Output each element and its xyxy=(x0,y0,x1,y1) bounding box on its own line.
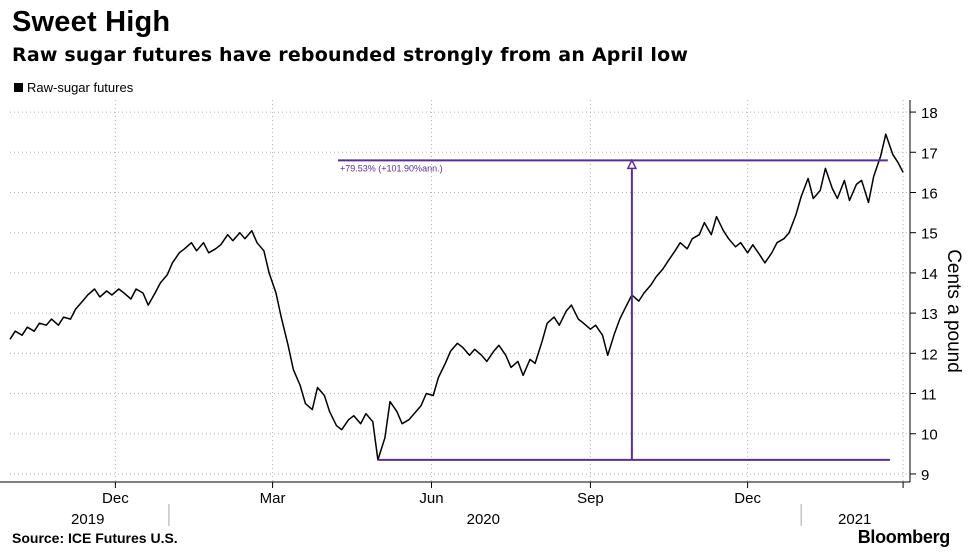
x-tick-label: Dec xyxy=(734,490,761,507)
series-layer xyxy=(9,133,904,461)
axes: 9 10 11 12 13 14 15 16 17 18 Dec Mar Jun Sep Dec 2019 20… xyxy=(0,100,938,528)
x-tick-label: Sep xyxy=(577,490,604,507)
x-tick-label: Mar xyxy=(260,490,286,507)
y-tick-label: 15 xyxy=(921,226,938,243)
chart-title: Sweet High xyxy=(12,6,171,38)
y-tick-label: 17 xyxy=(921,145,938,162)
legend-swatch xyxy=(14,83,23,92)
y-tick-label: 9 xyxy=(921,467,929,484)
y-tick-label: 18 xyxy=(921,105,938,122)
year-label: 2020 xyxy=(467,511,500,528)
change-arrow-head xyxy=(626,158,638,170)
source-note: Source: ICE Futures U.S. xyxy=(12,530,178,546)
y-tick-label: 16 xyxy=(921,185,938,202)
annotation-layer: +79.53% (+101.90%ann.) xyxy=(338,158,890,461)
chart-subtitle: Raw sugar futures have rebounded strongl… xyxy=(12,44,689,66)
year-label: 2021 xyxy=(838,511,871,528)
y-axis-label: Cents a pound xyxy=(943,249,964,373)
y-tick-label: 11 xyxy=(921,387,937,404)
change-annotation-label: +79.53% (+101.90%ann.) xyxy=(340,163,443,173)
y-tick-label: 10 xyxy=(921,427,938,444)
y-tick-label: 13 xyxy=(921,306,938,323)
x-tick-label: Jun xyxy=(419,490,443,507)
legend-label: Raw-sugar futures xyxy=(27,80,134,95)
raw-sugar-futures-line xyxy=(9,133,904,461)
grid-lines xyxy=(10,100,910,482)
y-tick-label: 12 xyxy=(921,346,938,363)
legend: Raw-sugar futures xyxy=(14,80,133,95)
y-tick-label: 14 xyxy=(921,266,938,283)
bloomberg-logo: Bloomberg xyxy=(857,527,951,547)
x-tick-label: Dec xyxy=(102,490,129,507)
year-label: 2019 xyxy=(71,511,104,528)
